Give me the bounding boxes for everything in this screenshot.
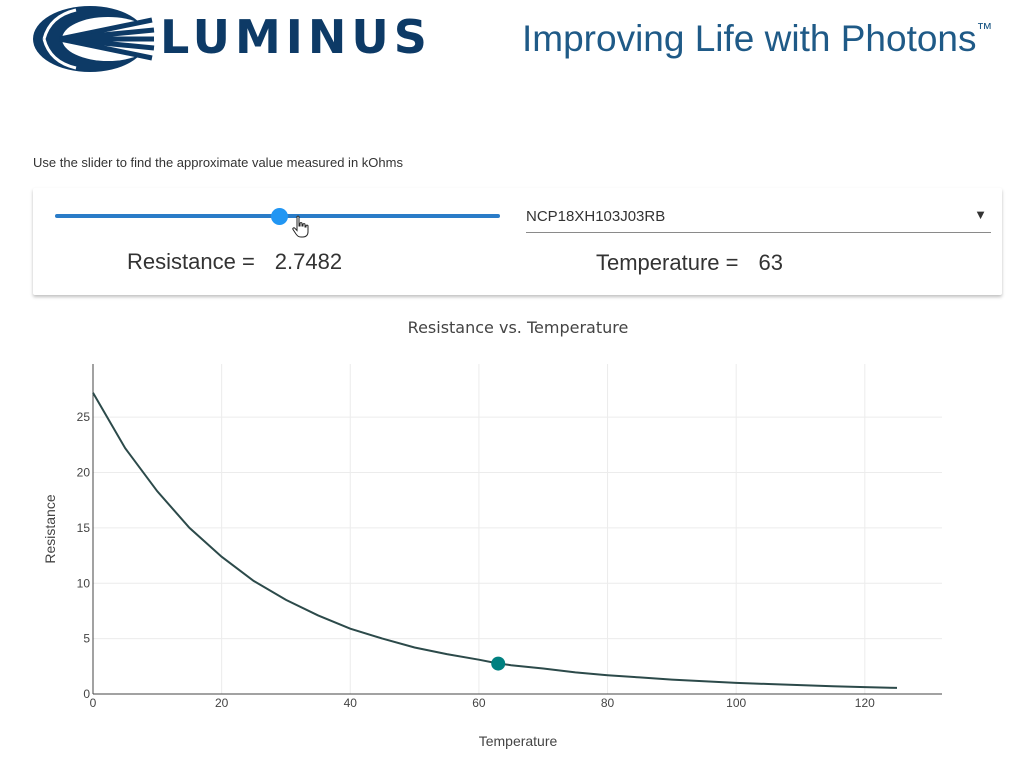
resistance-readout: Resistance = 2.7482 bbox=[127, 249, 342, 275]
y-tick-label: 5 bbox=[83, 632, 90, 646]
resistance-curve bbox=[92, 392, 898, 689]
y-axis-label: Resistance bbox=[42, 494, 58, 563]
temperature-label: Temperature = bbox=[596, 250, 739, 275]
x-tick-label: 60 bbox=[472, 696, 486, 710]
resistance-label: Resistance = bbox=[127, 249, 255, 274]
y-tick-label: 25 bbox=[77, 410, 91, 424]
trademark-symbol: ™ bbox=[976, 21, 993, 38]
instruction-text: Use the slider to find the approximate v… bbox=[33, 155, 403, 170]
luminus-logo-mark-icon bbox=[33, 6, 155, 72]
x-tick-label: 80 bbox=[601, 696, 615, 710]
x-tick-label: 120 bbox=[855, 696, 875, 710]
x-axis-label: Temperature bbox=[479, 733, 558, 749]
x-tick-label: 40 bbox=[344, 696, 358, 710]
temperature-slider-thumb[interactable] bbox=[270, 208, 288, 225]
control-card: NCP18XH103J03RB ▼ Resistance = 2.7482 Tem… bbox=[33, 188, 1002, 295]
brand-name: LUMINUS bbox=[160, 10, 432, 64]
tagline: Improving Life with Photons™ bbox=[522, 20, 993, 57]
temperature-value: 63 bbox=[758, 250, 783, 275]
y-tick-label: 0 bbox=[83, 687, 90, 701]
temperature-readout: Temperature = 63 bbox=[596, 250, 783, 276]
x-tick-label: 0 bbox=[90, 696, 97, 710]
resistance-value: 2.7482 bbox=[274, 249, 343, 274]
x-tick-label: 20 bbox=[215, 696, 229, 710]
thermistor-part-select[interactable]: NCP18XH103J03RB ▼ bbox=[526, 198, 991, 233]
y-tick-label: 20 bbox=[77, 466, 91, 480]
resistance-temperature-chart: 0 20 40 60 80 100 120 0 5 10 15 20 25 Resistance vs. … bbox=[0, 300, 1022, 758]
chart-title: Resistance vs. Temperature bbox=[408, 318, 629, 337]
hand-pointer-icon bbox=[292, 215, 309, 238]
selected-part-value: NCP18XH103J03RB bbox=[526, 208, 666, 225]
luminus-logo: LUMINUS bbox=[30, 2, 480, 74]
tagline-text: Improving Life with Photons bbox=[522, 18, 977, 59]
dropdown-arrow-icon[interactable]: ▼ bbox=[974, 207, 987, 222]
x-tick-label: 100 bbox=[726, 696, 746, 710]
y-tick-label: 15 bbox=[77, 521, 91, 535]
current-point-marker bbox=[491, 656, 506, 671]
y-tick-label: 10 bbox=[77, 576, 91, 590]
chart-svg: 0 20 40 60 80 100 120 0 5 10 15 20 25 Resistance vs. … bbox=[42, 318, 942, 749]
